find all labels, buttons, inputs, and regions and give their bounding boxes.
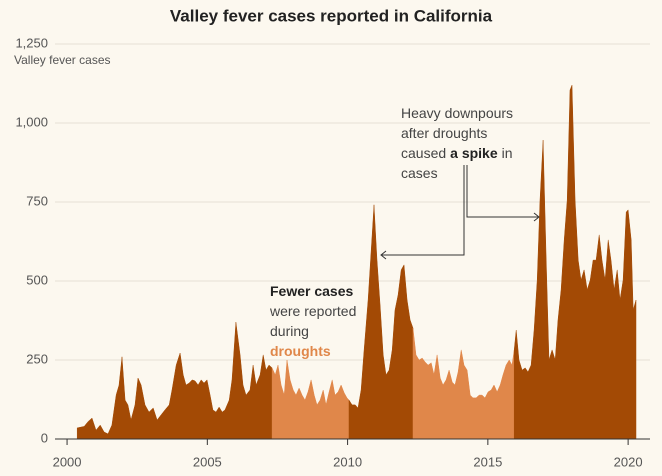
annotation: droughts — [270, 343, 331, 359]
arrowhead — [380, 250, 387, 260]
annotation-text: a spike — [450, 145, 498, 161]
y-tick-label: 500 — [26, 272, 48, 287]
annotation-text: droughts — [270, 343, 331, 359]
annotation-text: caused — [401, 145, 446, 161]
y-tick-label: 750 — [26, 193, 48, 208]
y-tick-label: 0 — [41, 430, 48, 445]
y-tick-label: 250 — [26, 351, 48, 366]
x-tick-label: 2020 — [614, 454, 643, 469]
arrow — [382, 165, 465, 256]
annotation: during — [270, 323, 309, 339]
annotation: Fewer cases — [270, 283, 353, 299]
chart-title: Valley fever cases reported in Californi… — [170, 6, 493, 25]
annotation: Heavy downpours — [401, 105, 513, 121]
area — [271, 359, 350, 440]
x-tick-label: 2015 — [473, 454, 502, 469]
annotation: cases — [401, 165, 438, 181]
x-tick-label: 2010 — [333, 454, 362, 469]
annotation-text: during — [270, 323, 309, 339]
arrowhead — [533, 212, 540, 222]
area — [348, 204, 414, 440]
y-tick-label: 1,250 — [15, 35, 48, 50]
annotation-text: were reported — [269, 303, 356, 319]
x-tick-label: 2005 — [193, 454, 222, 469]
area — [412, 328, 515, 440]
annotation-text: in — [502, 145, 513, 161]
area — [513, 85, 637, 440]
area — [76, 322, 273, 440]
annotation: caused a spike in — [401, 145, 513, 161]
arrow — [466, 165, 538, 218]
annotation: were reported — [269, 303, 356, 319]
x-tick-label: 2000 — [53, 454, 82, 469]
annotation-text: Fewer cases — [270, 283, 353, 299]
annotation-text: cases — [401, 165, 438, 181]
annotation: after droughts — [401, 125, 487, 141]
y-axis-label: Valley fever cases — [14, 53, 111, 67]
annotation-arrows — [380, 165, 540, 260]
y-tick-label: 1,000 — [15, 114, 48, 129]
annotation-text: after droughts — [401, 125, 487, 141]
annotation-text: Heavy downpours — [401, 105, 513, 121]
